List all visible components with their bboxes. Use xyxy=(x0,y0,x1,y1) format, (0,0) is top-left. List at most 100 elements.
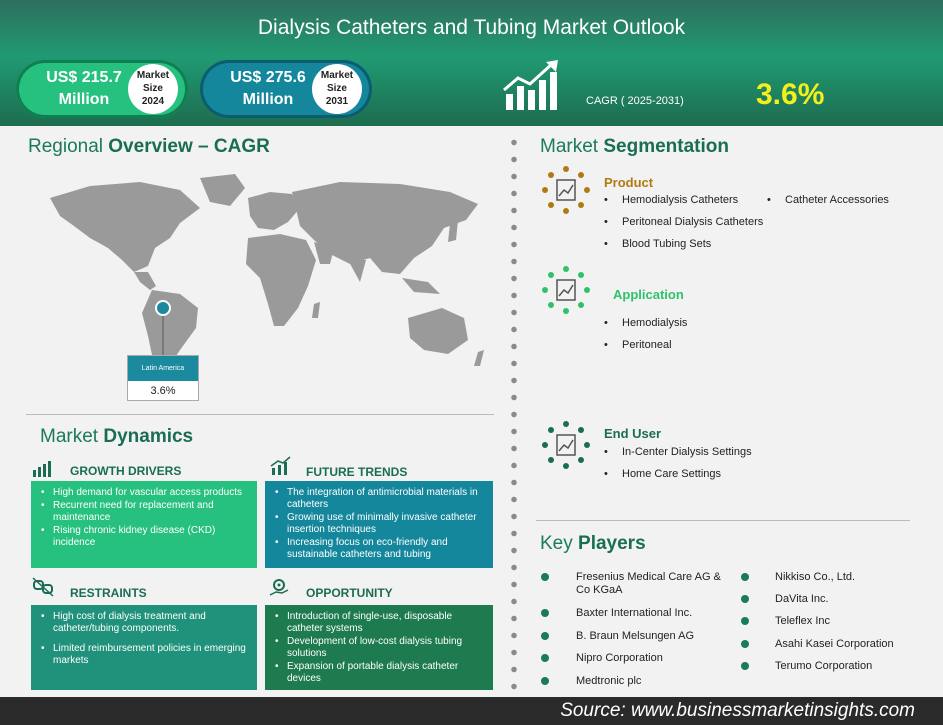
bullet-dot xyxy=(541,654,549,662)
segment-item: Hemodialysis xyxy=(604,317,687,329)
key-player: Teleflex Inc xyxy=(775,615,831,627)
gear-hand-icon xyxy=(269,579,289,596)
segment-item: Catheter Accessories xyxy=(767,194,889,206)
list-item: Increasing focus on eco-friendly and sus… xyxy=(275,537,485,561)
bullet-dot xyxy=(741,573,749,581)
bullet-dot xyxy=(541,677,549,685)
end-user-icon xyxy=(542,421,590,469)
segment-item: Peritoneal xyxy=(604,339,672,351)
region-callout: Latin America 3.6% xyxy=(127,355,199,401)
growth-chart-icon xyxy=(503,60,558,110)
vertical-dotted-divider xyxy=(511,134,517,719)
key-players-title-a: Key xyxy=(540,533,579,554)
list-item: Introduction of single-use, disposable c… xyxy=(275,611,485,635)
product-icon xyxy=(542,166,590,214)
market-segmentation-title: Market Segmentation xyxy=(540,136,729,158)
list-item: Development of low-cost dialysis tubing … xyxy=(275,636,485,660)
application-heading: Application xyxy=(613,287,684,302)
segment-item: Peritoneal Dialysis Catheters xyxy=(604,216,763,228)
segment-item: Blood Tubing Sets xyxy=(604,238,711,250)
cagr-label: CAGR ( 2025-2031) xyxy=(586,95,684,107)
market-size-2024-value: US$ 215.7 Million xyxy=(34,67,134,111)
key-players-title: Key Players xyxy=(540,533,646,555)
market-size-2031-pill: US$ 275.6 Million Market Size 2031 xyxy=(200,60,372,118)
bullet-dot xyxy=(741,662,749,670)
stat2-value-line2: Million xyxy=(242,91,294,108)
segment-item: Home Care Settings xyxy=(604,468,721,480)
footer-bar: Source: www.businessmarketinsights.com xyxy=(0,697,943,725)
region-name: Latin America xyxy=(128,356,198,381)
segment-item: In-Center Dialysis Settings xyxy=(604,446,752,458)
badge1-line2: Size xyxy=(142,83,163,94)
region-cagr: 3.6% xyxy=(150,385,176,397)
key-player: Asahi Kasei Corporation xyxy=(775,638,894,650)
divider-right xyxy=(536,520,910,521)
market-size-2031-badge: Market Size 2031 xyxy=(312,64,362,114)
badge1-line1: Market xyxy=(136,70,170,81)
list-item: High demand for vascular access products xyxy=(41,487,249,499)
key-player: Nikkiso Co., Ltd. xyxy=(775,571,856,583)
restraints-list: High cost of dialysis treatment and cath… xyxy=(41,611,249,667)
segmentation-title-b: Segmentation xyxy=(603,136,729,157)
list-item: High cost of dialysis treatment and cath… xyxy=(41,611,249,635)
market-size-2024-pill: US$ 215.7 Million Market Size 2024 xyxy=(16,60,188,118)
key-player: DaVita Inc. xyxy=(775,593,829,605)
regional-overview-title: Regional Overview – CAGR xyxy=(28,136,270,158)
stat2-value-line1: US$ 275.6 xyxy=(230,69,306,86)
key-player: Baxter International Inc. xyxy=(576,607,693,619)
growth-drivers-list: High demand for vascular access products… xyxy=(41,487,249,549)
world-map xyxy=(50,174,484,390)
key-player: Terumo Corporation xyxy=(775,660,873,672)
list-item: Expansion of portable dialysis catheter … xyxy=(275,661,485,685)
list-item: Limited reimbursement policies in emergi… xyxy=(41,643,249,667)
opportunity-box: Introduction of single-use, disposable c… xyxy=(265,605,493,690)
header-banner: Dialysis Catheters and Tubing Market Out… xyxy=(0,0,943,126)
trend-chart-icon xyxy=(270,456,291,475)
list-item: Growing use of minimally invasive cathet… xyxy=(275,512,485,536)
bullet-dot xyxy=(741,595,749,603)
cagr-value: 3.6% xyxy=(756,78,825,111)
badge2-line1: Market xyxy=(320,70,354,81)
regional-title-b: Overview – CAGR xyxy=(108,136,270,157)
segmentation-title-a: Market xyxy=(540,136,604,157)
restraints-box: High cost of dialysis treatment and cath… xyxy=(31,605,257,690)
bullet-dot xyxy=(541,573,549,581)
regional-title-a: Regional xyxy=(28,136,109,157)
restraints-heading: RESTRAINTS xyxy=(70,586,147,600)
dynamics-title-a: Market xyxy=(40,426,104,447)
key-player: B. Braun Melsungen AG xyxy=(576,630,695,642)
dynamics-title-b: Dynamics xyxy=(103,426,194,447)
bullet-dot xyxy=(541,609,549,617)
growth-drivers-heading: GROWTH DRIVERS xyxy=(70,464,182,478)
key-player: Nipro Corporation xyxy=(576,652,663,664)
market-dynamics-title: Market Dynamics xyxy=(40,426,193,448)
list-item: Rising chronic kidney disease (CKD) inci… xyxy=(41,525,249,549)
bullet-dot xyxy=(541,632,549,640)
market-size-2031-value: US$ 275.6 Million xyxy=(218,67,318,111)
source-link[interactable]: Source: www.businessmarketinsights.com xyxy=(560,700,915,721)
bar-chart-icon xyxy=(33,461,51,477)
list-item: The integration of antimicrobial materia… xyxy=(275,487,485,511)
key-player: Medtronic plc xyxy=(576,675,642,687)
stat1-value-line1: US$ 215.7 xyxy=(46,69,122,86)
badge2-line3: 2031 xyxy=(325,96,349,107)
segment-item: Hemodialysis Catheters xyxy=(604,194,738,206)
broken-link-icon xyxy=(32,577,54,597)
application-icon xyxy=(542,266,590,314)
list-item: Recurrent need for replacement and maint… xyxy=(41,500,249,524)
opportunity-heading: OPPORTUNITY xyxy=(306,586,393,600)
badge2-line2: Size xyxy=(326,83,347,94)
product-heading: Product xyxy=(604,175,654,190)
growth-drivers-box: High demand for vascular access products… xyxy=(31,481,257,568)
future-trends-box: The integration of antimicrobial materia… xyxy=(265,481,493,568)
bullet-dot xyxy=(741,617,749,625)
future-trends-list: The integration of antimicrobial materia… xyxy=(275,487,485,561)
future-trends-heading: FUTURE TRENDS xyxy=(306,465,408,479)
market-size-2024-badge: Market Size 2024 xyxy=(128,64,178,114)
page-title: Dialysis Catheters and Tubing Market Out… xyxy=(257,16,686,39)
end-user-heading: End User xyxy=(604,426,662,441)
divider-left xyxy=(26,414,494,415)
opportunity-list: Introduction of single-use, disposable c… xyxy=(275,611,485,685)
badge1-line3: 2024 xyxy=(141,96,165,107)
key-players-title-b: Players xyxy=(578,533,646,554)
